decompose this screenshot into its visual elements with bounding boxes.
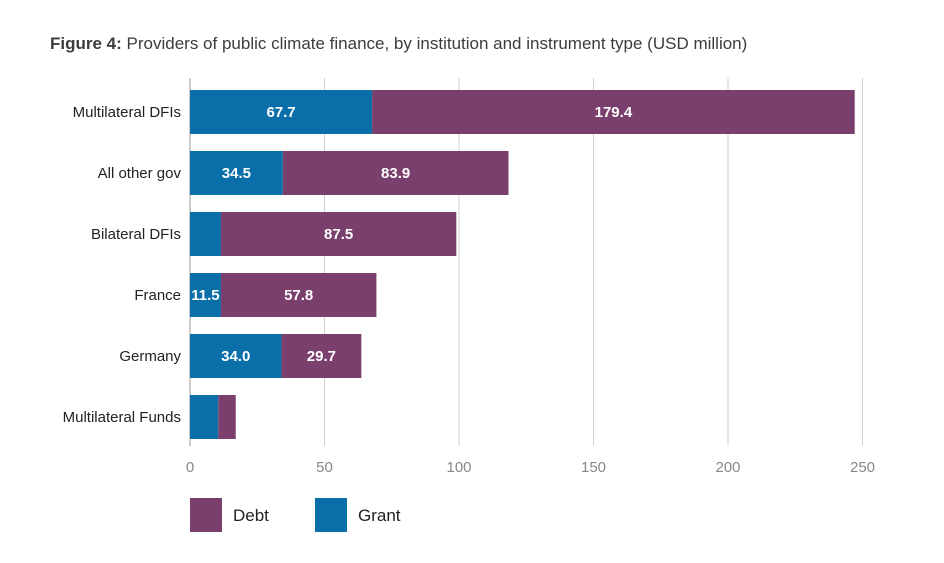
category-labels: Multilateral DFIs All other gov Bilateral … bbox=[63, 104, 182, 426]
data-label: 83.9 bbox=[381, 165, 410, 182]
data-label: 29.7 bbox=[307, 348, 336, 365]
legend-label: Grant bbox=[358, 506, 401, 525]
bar-debt bbox=[218, 395, 236, 439]
figure-number: Figure 4: bbox=[50, 34, 122, 53]
x-tick-label: 0 bbox=[186, 459, 194, 476]
data-label: 67.7 bbox=[266, 104, 295, 121]
bar-debt bbox=[282, 151, 509, 195]
legend-label: Debt bbox=[233, 506, 269, 525]
legend: Debt Grant bbox=[190, 498, 401, 532]
data-label: 179.4 bbox=[595, 104, 633, 121]
figure-caption: Providers of public climate finance, by … bbox=[126, 34, 748, 53]
data-label: 11.5 bbox=[191, 287, 219, 304]
bar-grant bbox=[190, 273, 221, 317]
category-label: Multilateral Funds bbox=[63, 409, 181, 426]
x-tick-label: 250 bbox=[850, 459, 875, 476]
category-label: All other gov bbox=[98, 165, 182, 182]
bars: 67.7 179.4 34.5 83.9 87.5 11.5 57.8 34.0 29.7 bbox=[190, 90, 855, 439]
bar-grant bbox=[190, 90, 373, 134]
gridlines bbox=[189, 78, 863, 446]
data-label: 34.0 bbox=[221, 348, 250, 365]
bar-grant bbox=[190, 395, 219, 439]
bar-grant bbox=[190, 151, 283, 195]
category-label: Multilateral DFIs bbox=[73, 104, 181, 121]
bar-debt bbox=[220, 212, 457, 256]
bar-debt bbox=[281, 334, 362, 378]
x-axis-ticks: 0 50 100 150 200 250 bbox=[186, 459, 875, 476]
category-label: Germany bbox=[119, 348, 181, 365]
category-label: Bilateral DFIs bbox=[91, 226, 181, 243]
x-tick-label: 150 bbox=[581, 459, 606, 476]
chart-title: Figure 4: Providers of public climate fi… bbox=[50, 34, 747, 54]
bar-grant bbox=[190, 212, 221, 256]
data-label: 87.5 bbox=[324, 226, 353, 243]
data-label: 57.8 bbox=[284, 287, 313, 304]
data-label: 34.5 bbox=[222, 165, 251, 182]
category-label: France bbox=[134, 287, 181, 304]
bar-debt bbox=[220, 273, 377, 317]
bar-debt bbox=[372, 90, 855, 134]
bar-grant bbox=[190, 334, 282, 378]
legend-swatch-grant bbox=[315, 498, 347, 532]
x-tick-label: 50 bbox=[316, 459, 333, 476]
x-tick-label: 200 bbox=[715, 459, 740, 476]
legend-swatch-debt bbox=[190, 498, 222, 532]
x-tick-label: 100 bbox=[446, 459, 471, 476]
